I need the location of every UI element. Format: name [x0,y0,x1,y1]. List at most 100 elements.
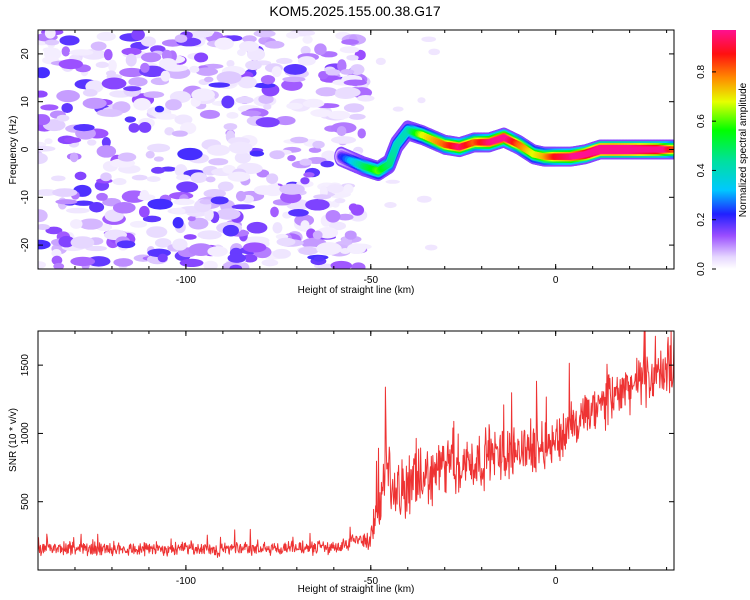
heatmap-cell [151,166,165,174]
heatmap-cell [330,260,353,269]
heatmap-cell [375,57,386,66]
heatmap-cell [74,171,87,181]
heatmap-cell [131,174,148,181]
heatmap-cell [141,52,162,63]
heatmap-cell [343,184,354,194]
heatmap-cell [226,59,235,68]
snr-ticks: -100 -50 0 500 1000 1500 [20,331,674,587]
heatmap-cell [283,64,307,75]
heatmap-cell [73,200,94,206]
heatmap-cell [51,255,63,266]
heatmap-cell [269,150,285,160]
heatmap-cell [101,77,127,90]
heatmap-cell [117,152,137,162]
heatmap-cell [153,156,164,162]
heatmap-cell [299,158,312,166]
colorbar-gradient [712,30,736,269]
heatmap-cell [121,47,142,56]
heatmap-cell [116,240,136,249]
heatmap-cell [199,199,214,205]
heatmap-cell [164,127,175,136]
heatmap-cell [241,110,262,117]
heatmap-cell [70,256,96,267]
heatmap-cell [173,198,195,206]
heatmap-cell [300,220,310,231]
heatmap-cell [348,203,359,212]
heatmap-cell [63,137,82,143]
heatmap-cell [310,109,332,117]
heatmap-cell [234,151,252,164]
heatmap-cell [38,209,48,223]
spectrogram-y-axis-label: Frequency (Hz) [8,116,19,185]
heatmap-cell [272,248,291,259]
heatmap-cell [38,90,48,98]
heatmap-cell [187,216,196,222]
heatmap-cell [55,199,78,205]
heatmap-cell [147,143,171,153]
heatmap-cell [246,221,268,234]
heatmap-cell [416,195,432,203]
heatmap-cell [51,175,66,182]
heatmap-cell [70,219,83,229]
spectrogram-heatmap [38,30,674,269]
heatmap-cell [428,48,440,56]
heatmap-cell [312,140,325,149]
heatmap-cell [204,76,214,83]
heatmap-cell [207,144,230,156]
heatmap-cell [208,158,229,166]
heatmap-cell [203,189,227,198]
heatmap-cell [357,128,366,139]
colorbar-tick-label: 0.6 [696,114,707,128]
heatmap-cell [341,39,359,45]
heatmap-cell [249,150,265,157]
heatmap-cell [344,230,357,240]
heatmap-cell [276,237,296,247]
heatmap-cell [346,54,359,61]
heatmap-cell [214,37,234,50]
heatmap-cell [216,208,241,220]
heatmap-cell [227,253,247,263]
heatmap-cell [128,77,148,87]
heatmap-cell [96,192,108,201]
heatmap-cell [313,255,325,262]
heatmap-cell [303,172,315,178]
heatmap-cell [38,261,46,269]
heatmap-cell [325,69,341,76]
heatmap-cell [52,188,78,197]
heatmap-cell [112,178,127,186]
heatmap-cell [44,138,53,145]
heatmap-cell [189,65,200,73]
heatmap-cell [226,111,239,119]
heatmap-cell [123,86,142,92]
heatmap-cell [235,190,246,202]
heatmap-cell [270,206,279,218]
snr-x-axis-label: Height of straight line (km) [298,584,415,595]
heatmap-cell [260,74,276,85]
y-tick-label: 20 [20,48,31,60]
colorbar-tick-label: 0.0 [696,262,707,276]
heatmap-cell [286,102,303,110]
heatmap-cell [421,36,437,43]
heatmap-cell [138,122,152,133]
heatmap-cell [335,87,361,98]
heatmap-cell [275,116,296,126]
heatmap-cell [82,97,107,109]
heatmap-cell [69,152,79,163]
heatmap-cell [271,66,282,78]
heatmap-cell [44,30,56,39]
heatmap-cell [78,218,103,230]
heatmap-cell [255,117,280,128]
heatmap-cell [223,123,238,131]
heatmap-cell [316,242,342,256]
heatmap-cell [326,183,344,194]
heatmap-cell [340,69,355,75]
heatmap-cell [73,123,95,132]
heatmap-cell [100,172,112,182]
heatmap-cell [263,103,272,110]
heatmap-cell [264,40,285,49]
heatmap-cell [385,179,400,184]
heatmap-cell [96,145,117,158]
heatmap-cell [315,87,338,97]
